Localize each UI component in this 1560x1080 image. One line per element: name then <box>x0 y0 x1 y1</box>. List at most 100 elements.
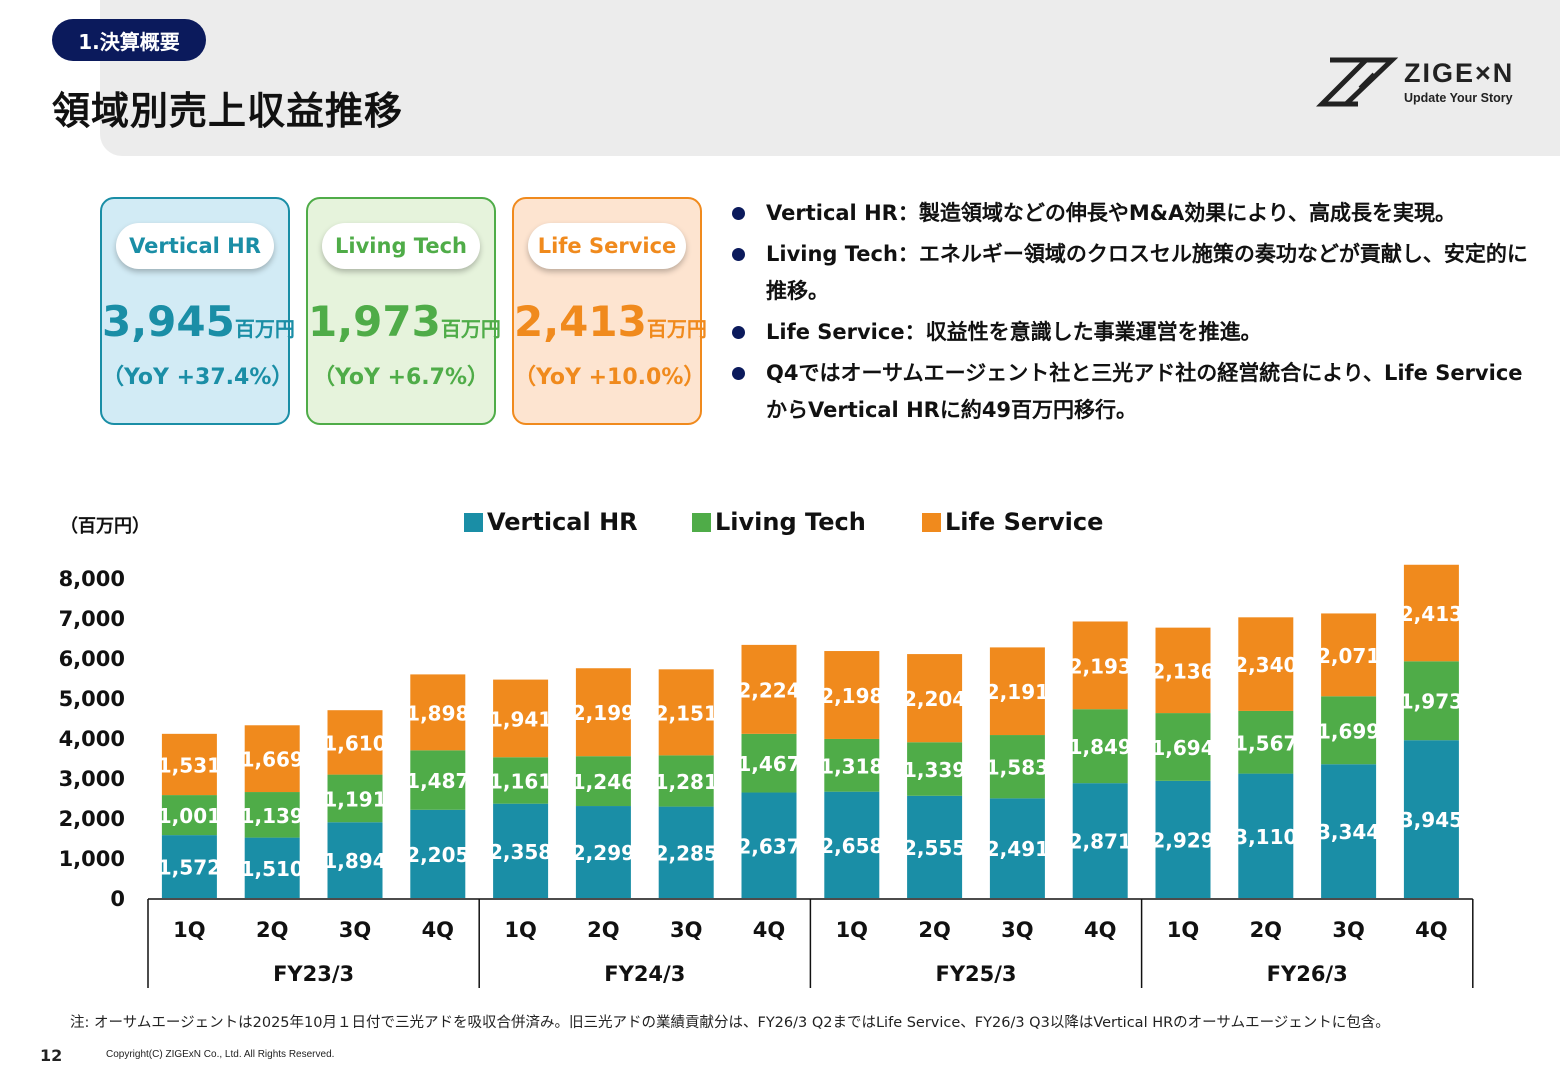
bar-segment <box>1072 783 1128 898</box>
data-label: 1,699 <box>1317 719 1380 743</box>
data-label: 1,567 <box>1234 731 1297 755</box>
y-tick-label: 6,000 <box>59 647 125 671</box>
commentary-item: Q4ではオーサムエージェント社と三光アド社の経営統合により、Life Servi… <box>730 355 1530 429</box>
fiscal-year-label: FY23/3 <box>273 962 354 986</box>
x-tick-label: 3Q <box>1332 918 1364 942</box>
bar-segment <box>1155 627 1211 714</box>
bar-segment <box>493 757 549 804</box>
bar-segment <box>244 792 300 838</box>
data-label: 1,610 <box>323 731 386 755</box>
page-title: 領域別売上収益推移 <box>52 89 404 133</box>
data-label: 1,246 <box>572 770 635 794</box>
data-label: 1,898 <box>406 701 469 725</box>
y-tick-label: 3,000 <box>59 767 125 791</box>
bar-segment <box>161 835 217 898</box>
company-logo: ZIGE×N Update Your Story <box>1315 52 1526 110</box>
bar-segment <box>824 791 880 898</box>
bar-segment <box>907 654 963 743</box>
data-label: 2,340 <box>1234 653 1297 677</box>
y-tick-label: 5,000 <box>59 687 125 711</box>
data-label: 2,193 <box>1069 654 1132 678</box>
logo-mark-icon <box>1315 57 1399 107</box>
bar-segment <box>575 756 631 807</box>
kpi-yoy: （YoY +37.4%） <box>102 365 294 390</box>
section-label: 1.決算概要 <box>52 19 206 61</box>
commentary-list: Vertical HR：製造領域などの伸長やM&A効果により、高成長を実現。 L… <box>730 195 1530 433</box>
x-tick-label: 4Q <box>1084 918 1116 942</box>
kpi-tag: Vertical HR <box>116 223 274 269</box>
bar-segment <box>1321 613 1377 697</box>
data-label: 1,572 <box>158 856 221 880</box>
kpi-tag: Life Service <box>528 223 686 269</box>
bar-segment <box>327 710 383 775</box>
data-label: 1,339 <box>903 758 966 782</box>
bar-segment <box>161 733 217 796</box>
bar-segment <box>575 668 631 757</box>
y-axis-unit-label: （百万円） <box>60 516 150 537</box>
data-label: 2,658 <box>820 834 883 858</box>
bar-segment <box>989 798 1045 898</box>
fiscal-year-label: FY25/3 <box>935 962 1016 986</box>
y-tick-label: 8,000 <box>59 567 125 591</box>
copyright: Copyright(C) ZIGExN Co., Ltd. All Rights… <box>106 1049 335 1060</box>
bar-segment <box>907 742 963 796</box>
data-label: 1,849 <box>1069 735 1132 759</box>
commentary-item: Living Tech：エネルギー領域のクロスセル施策の奏功などが貢献し、安定的… <box>730 236 1530 310</box>
legend-swatch <box>464 512 483 532</box>
data-label: 2,285 <box>655 841 718 865</box>
data-label: 1,694 <box>1151 736 1214 760</box>
bar-segment <box>658 806 714 898</box>
data-label: 3,344 <box>1317 820 1380 844</box>
data-label: 1,161 <box>489 769 552 793</box>
kpi-card-living-tech: Living Tech 1,973百万円 （YoY +6.7%） <box>306 197 501 425</box>
bar-segment <box>575 806 631 898</box>
bar-segment <box>1238 773 1294 898</box>
legend-item-vertical-hr: Vertical HR <box>464 506 638 538</box>
kpi-value: 3,945百万円 <box>102 297 295 346</box>
data-label: 1,941 <box>489 707 552 731</box>
fiscal-year-label: FY24/3 <box>604 962 685 986</box>
bar-segment <box>741 792 797 898</box>
legend-item-living-tech: Living Tech <box>692 506 866 538</box>
bar-segment <box>1155 780 1211 898</box>
y-tick-label: 4,000 <box>59 727 125 751</box>
x-tick-label: 2Q <box>918 918 950 942</box>
data-label: 2,555 <box>903 836 966 860</box>
legend-item-life-service: Life Service <box>922 506 1103 538</box>
logo-tagline: Update Your Story <box>1404 91 1513 105</box>
x-tick-label: 3Q <box>339 918 371 942</box>
data-label: 2,224 <box>737 678 800 702</box>
legend-swatch <box>922 512 941 532</box>
bar-segment <box>1321 764 1377 898</box>
y-tick-label: 0 <box>110 887 125 911</box>
bar-segment <box>327 774 383 823</box>
bar-segment <box>410 809 466 898</box>
data-label: 2,136 <box>1151 659 1214 683</box>
data-label: 2,299 <box>572 841 635 865</box>
bar-segment <box>161 795 217 836</box>
kpi-card-vertical-hr: Vertical HR 3,945百万円 （YoY +37.4%） <box>100 197 295 425</box>
bar-segment <box>907 795 963 898</box>
bar-segment <box>244 837 300 898</box>
data-label: 2,071 <box>1317 644 1380 668</box>
data-label: 1,318 <box>820 754 883 778</box>
bar-segment <box>1403 740 1459 898</box>
bar-segment <box>824 651 880 739</box>
data-label: 2,929 <box>1151 828 1214 852</box>
bar-segment <box>824 738 880 792</box>
bar-segment <box>244 725 300 793</box>
commentary-item: Vertical HR：製造領域などの伸長やM&A効果により、高成長を実現。 <box>730 195 1530 232</box>
bar-segment <box>410 674 466 751</box>
kpi-tag: Living Tech <box>322 223 480 269</box>
data-label: 1,669 <box>241 748 304 772</box>
data-label: 2,151 <box>655 701 718 725</box>
kpi-value: 1,973百万円 <box>308 297 501 346</box>
x-tick-label: 4Q <box>753 918 785 942</box>
y-tick-label: 1,000 <box>59 847 125 871</box>
x-tick-label: 2Q <box>1250 918 1282 942</box>
data-label: 1,583 <box>986 756 1049 780</box>
data-label: 2,358 <box>489 840 552 864</box>
bar-segment <box>1321 696 1377 765</box>
x-tick-label: 2Q <box>256 918 288 942</box>
